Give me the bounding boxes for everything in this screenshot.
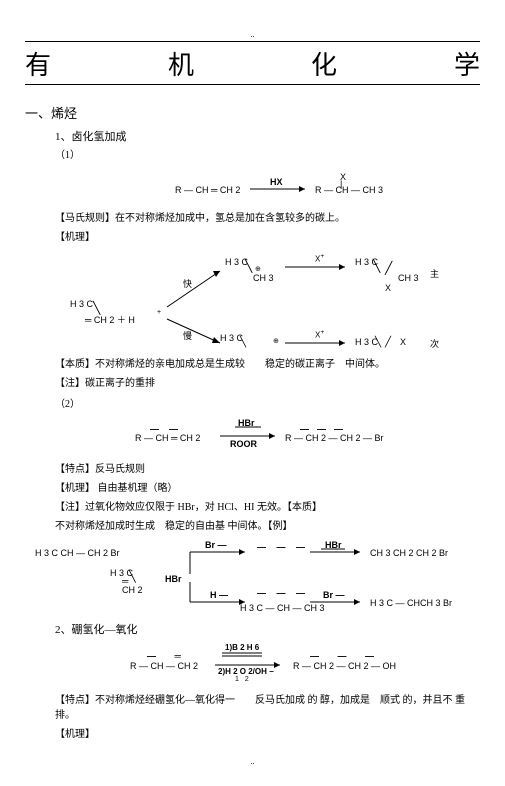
- reaction-3: H 3 C CH — CH 2 Br H 3 C ╲ ═ CH 2 HBr Br…: [25, 540, 480, 615]
- top-dots: ..: [25, 30, 480, 39]
- r3-b-lb: H 3 C — CH — CH 3: [240, 603, 325, 613]
- mech-radical: 【机理】 自由基机理（略）: [55, 481, 480, 496]
- r1-rhs: R — CH — CH 3: [315, 185, 383, 195]
- r2-rhs: R — CH 2 — CH 2 — Br: [285, 433, 384, 443]
- subsection-2: （2）: [55, 395, 480, 410]
- r4-rdash: — — —: [310, 651, 382, 661]
- m1-ci: 次: [430, 337, 439, 350]
- reaction-2: —— R — CH ═ CH 2 HBr ROOR ——— R — CH 2 —…: [25, 416, 480, 456]
- title-char-4: 学: [454, 45, 480, 82]
- mechanism-label: 【机理】: [55, 230, 480, 245]
- subsection-1: （1）: [55, 146, 480, 161]
- r4-step2: 2)H 2 O 2/OH −: [218, 667, 274, 676]
- r1-arrow-svg: [25, 167, 505, 205]
- rearrange-note: 【注】碳正离子的重排: [55, 376, 480, 391]
- m1-topmid-sub: CH 3: [253, 273, 274, 283]
- m1-zhu: 主: [430, 267, 439, 280]
- mechanism-1: H 3 C ╲ ═ CH 2 ＋ H + 快 慢 H 3 C ╲ ⊕ CH 3 …: [25, 251, 480, 351]
- reaction-1: R — CH ═ CH 2 HX X | R — CH — CH 3: [25, 167, 480, 205]
- r3-b-br: Br —: [323, 590, 345, 600]
- r2-hbr: HBr: [238, 418, 255, 428]
- r4-rhs: R — CH 2 — CH 2 — OH: [293, 661, 396, 671]
- r4-arrow-svg: [25, 643, 505, 687]
- m1-arrows-svg: [25, 251, 505, 351]
- r3-t-br: Br —: [205, 540, 227, 550]
- r3-b-h: H —: [210, 590, 228, 600]
- r1-hx: HX: [270, 177, 283, 187]
- note-radical: 不对称烯烃加成时生成 稳定的自由基 中间体。【例】: [55, 519, 480, 534]
- r3-b-mid: — — —: [257, 588, 309, 598]
- m1-tr-ch3: CH 3: [398, 273, 419, 283]
- essence-note: 【本质】不对称烯烃的亲电加成总是生成较 稳定的碳正离子 中间体。: [55, 357, 480, 372]
- markov-rule: 【马氏规则】在不对称烯烃加成中，氢总是加在含氢较多的碳上。: [55, 211, 480, 226]
- r3-t-hbr: HBr: [325, 540, 342, 550]
- m1-topX: X+: [315, 253, 324, 264]
- r4-sub12: 1 2: [235, 676, 251, 683]
- mechanism-label-2: 【机理】: [55, 727, 480, 742]
- m1-fast: 快: [183, 277, 192, 290]
- section-1-1-heading: 1、卤化氢加成: [55, 128, 480, 144]
- r2-roor: ROOR: [230, 439, 257, 449]
- bottom-dots: ..: [25, 757, 480, 766]
- page-title: 有 机 化 学: [25, 43, 480, 85]
- r4-step1: 1)B 2 H 6: [225, 643, 259, 652]
- note-peroxide: 【注】过氧化物效应仅限于 HBr，对 HCl、HI 无效。【本质】: [55, 500, 480, 515]
- m1-tr-x: X: [385, 283, 391, 293]
- section-1-heading: 一、烯烃: [25, 103, 480, 122]
- title-char-1: 有: [25, 45, 51, 82]
- m1-br-x: X: [400, 337, 406, 347]
- m1-botX: X+: [315, 329, 324, 340]
- m1-botmid-plus: ⊕: [273, 337, 279, 345]
- reaction-4: — ═ R — CH — CH 2 1)B 2 H 6 2)H 2 O 2/OH…: [25, 643, 480, 687]
- document-page: .. 有 机 化 学 一、烯烃 1、卤化氢加成 （1） R — CH ═ CH …: [0, 0, 505, 786]
- r3-t-rhs: CH 3 CH 2 CH 2 Br: [370, 548, 448, 558]
- rule-top: [25, 41, 480, 42]
- section-1-2-heading: 2、硼氢化—氧化: [55, 621, 480, 637]
- m1-topmid-plus: ⊕: [255, 265, 261, 273]
- r2-arrow-svg: [25, 416, 505, 456]
- feature-anti: 【特点】反马氏规则: [55, 462, 480, 477]
- title-char-3: 化: [311, 45, 337, 82]
- m1-slow: 慢: [183, 329, 192, 342]
- title-char-2: 机: [168, 45, 194, 82]
- feature-boro: 【特点】不对称烯烃经硼氢化—氧化得一 反马氏加成 的 醇，加成是 顺式 的，并且…: [55, 693, 480, 723]
- r3-b-rhs: H 3 C — CHCH 3 Br: [370, 598, 452, 608]
- r3-top-mid: — — —: [257, 542, 309, 552]
